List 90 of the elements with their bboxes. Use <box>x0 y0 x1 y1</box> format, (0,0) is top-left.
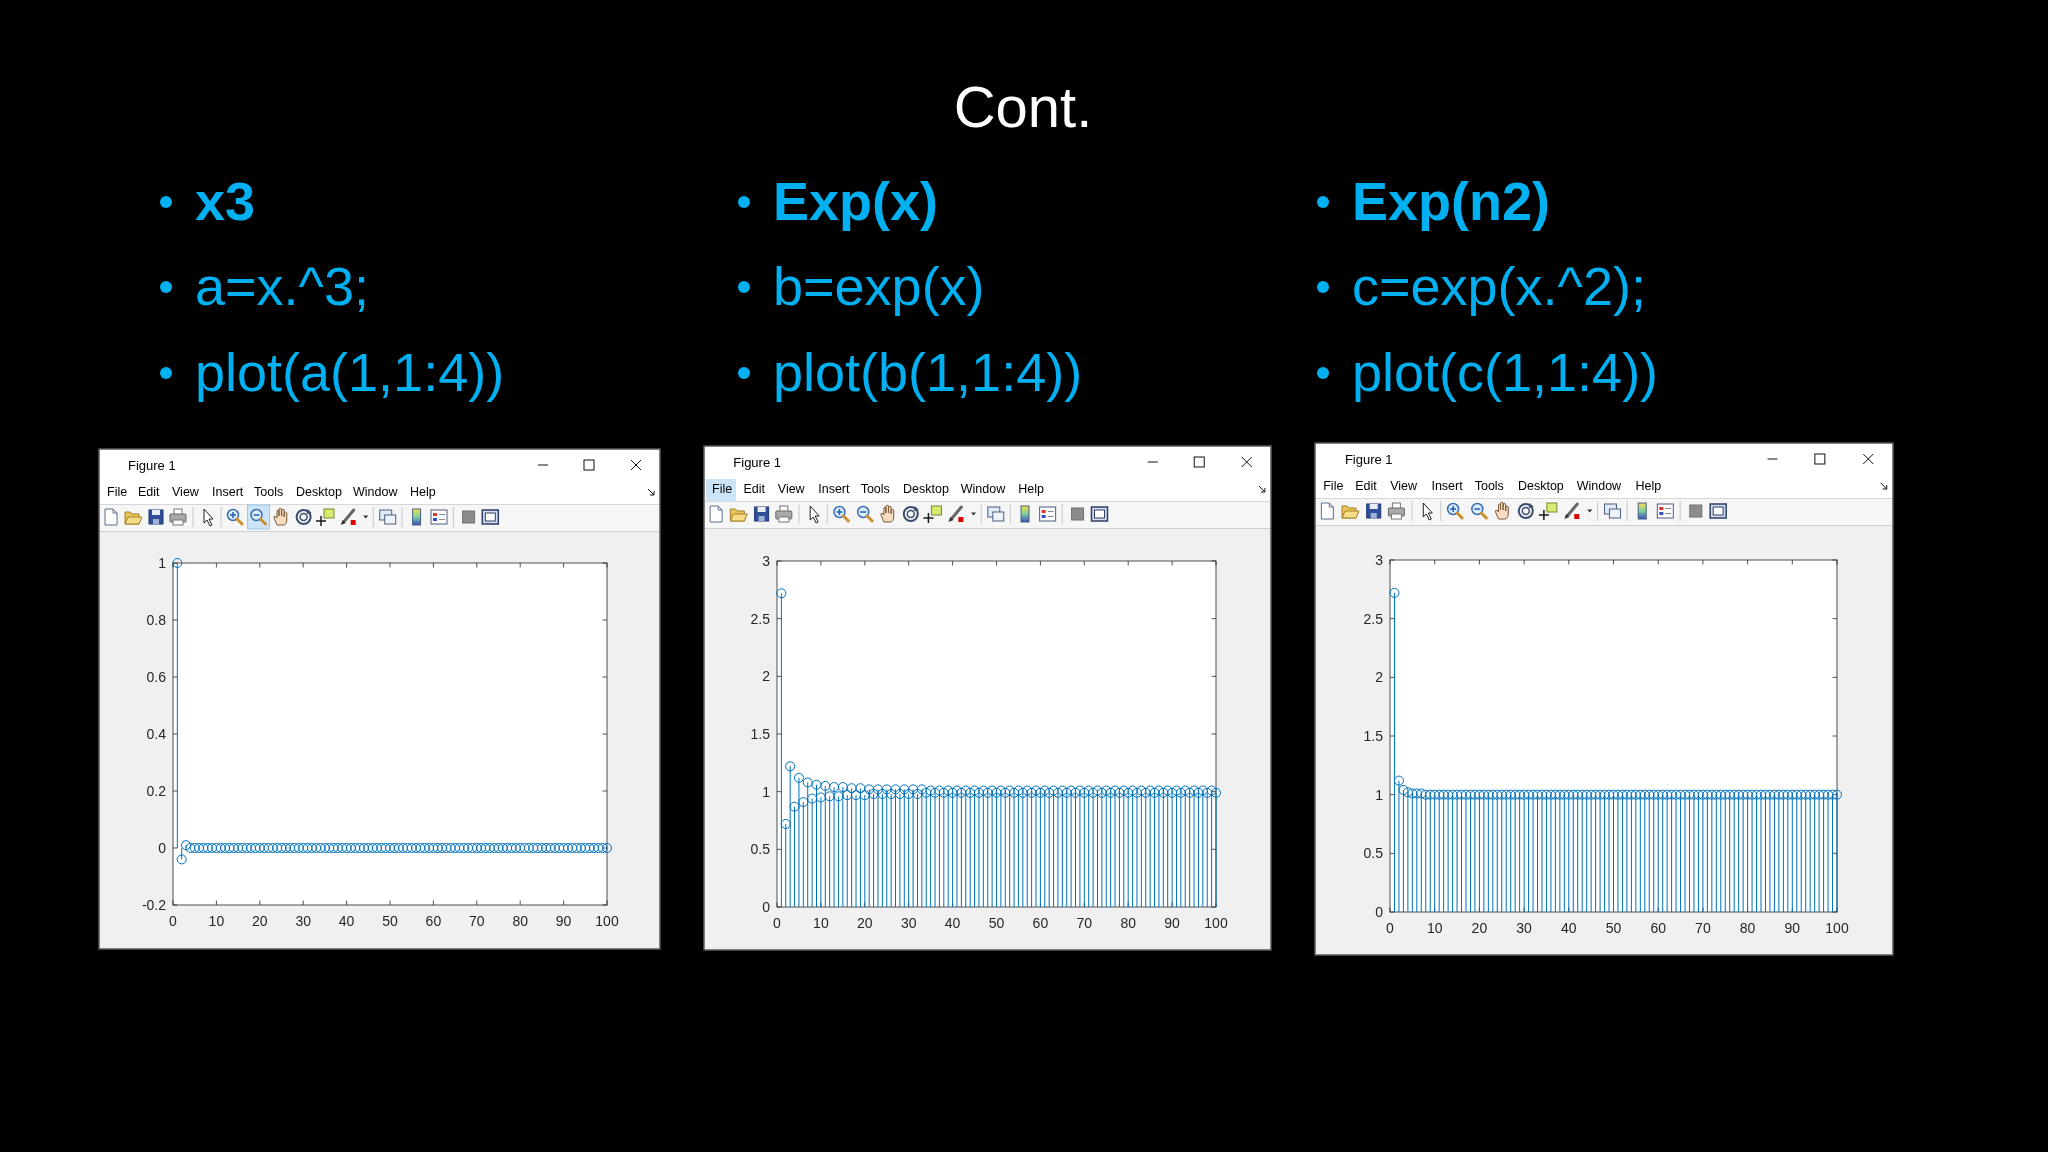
y-tick-label: 1 <box>158 555 167 571</box>
x-tick-label: 40 <box>338 913 355 929</box>
x-tick-label: 90 <box>1784 920 1801 936</box>
text: plot(a(1,1:4)) <box>195 342 505 402</box>
text: Window <box>353 485 399 499</box>
chart-subtitle: b=exp(x) <box>773 256 985 316</box>
y-tick-label: 2.5 <box>1363 610 1384 627</box>
x-tick-label: 0 <box>1386 920 1395 936</box>
chart-title: Exp(n2) <box>1352 171 1551 231</box>
text: Desktop <box>1517 479 1564 493</box>
x-tick-label: 70 <box>1695 920 1711 936</box>
x-tick-label: 50 <box>382 913 398 929</box>
x-tick-label: 20 <box>252 913 268 929</box>
chart-title: Exp(x) <box>773 171 939 231</box>
x-tick-label: 100 <box>1204 915 1228 931</box>
y-tick-label: 0.5 <box>1363 845 1384 862</box>
y-tick-label: 1 <box>762 783 771 800</box>
text: Edit <box>1355 479 1378 493</box>
x-tick-label: 30 <box>1516 920 1533 936</box>
text: Cont. <box>953 74 1093 139</box>
text: View <box>172 485 200 499</box>
y-tick-label: 0.2 <box>146 783 167 799</box>
y-tick-label: 0.6 <box>146 669 167 685</box>
y-tick-label: 1.5 <box>1363 728 1384 744</box>
x-tick-label: 20 <box>1471 920 1488 936</box>
x-tick-label: 100 <box>595 913 619 929</box>
x-tick-label: 80 <box>512 913 529 929</box>
text: View <box>777 482 806 496</box>
y-tick-label: 3 <box>1375 552 1384 568</box>
x-tick-label: 10 <box>1426 920 1443 936</box>
x-tick-label: 70 <box>1076 915 1093 931</box>
chart-subtitle: a=x.^3; <box>195 256 369 316</box>
chart-title: x3 <box>195 171 256 231</box>
x-tick-label: 60 <box>1032 915 1049 931</box>
x-tick-label: 40 <box>1561 920 1577 936</box>
text: Tools <box>1474 479 1504 493</box>
y-tick-label: 2.5 <box>750 610 771 627</box>
y-tick-label: 0.8 <box>146 612 167 628</box>
y-tick-label: 0.5 <box>750 841 771 858</box>
text: Insert <box>818 482 850 496</box>
y-tick-label: 2 <box>1375 669 1384 686</box>
x-tick-label: 10 <box>208 913 225 929</box>
text: Help <box>410 485 436 499</box>
text: Window <box>1576 479 1623 493</box>
text: Help <box>1635 479 1662 493</box>
x-tick-label: 80 <box>1739 920 1756 936</box>
text: Edit <box>138 485 161 499</box>
text: File <box>107 485 128 499</box>
x-tick-label: 50 <box>988 915 1005 931</box>
x-tick-label: 0 <box>773 915 782 931</box>
y-tick-label: 2 <box>762 668 771 685</box>
x-tick-label: 90 <box>1164 915 1181 931</box>
text: plot(b(1,1:4)) <box>773 342 1083 402</box>
text: View <box>1390 479 1419 493</box>
text: Insert <box>212 485 244 499</box>
chart-subtitle: c=exp(x.^2); <box>1352 256 1646 316</box>
text: Window <box>960 482 1007 496</box>
text: Tools <box>254 485 284 499</box>
y-tick-label: 0.4 <box>146 726 167 742</box>
y-tick-label: 3 <box>762 553 771 569</box>
text: File <box>712 482 733 496</box>
x-tick-label: 60 <box>1650 920 1667 936</box>
y-tick-label: 0 <box>762 899 771 915</box>
x-tick-label: 30 <box>295 913 312 929</box>
x-tick-label: 60 <box>425 913 442 929</box>
x-tick-label: 100 <box>1825 920 1849 936</box>
caption: Figure 1 <box>733 454 782 470</box>
x-tick-label: 70 <box>469 913 485 929</box>
caption: Figure 1 <box>1344 451 1393 467</box>
x-tick-label: 80 <box>1120 915 1137 931</box>
text: Insert <box>1431 479 1464 493</box>
y-tick-label: 1.5 <box>750 726 771 742</box>
text: File <box>1323 479 1344 493</box>
x-tick-label: 30 <box>900 915 917 931</box>
y-tick-label: 0 <box>158 840 167 856</box>
y-tick-label: 1 <box>1375 786 1384 803</box>
text: Edit <box>743 482 766 496</box>
x-tick-label: 40 <box>944 915 961 931</box>
text: Help <box>1018 482 1045 496</box>
text: Desktop <box>296 485 342 499</box>
x-tick-label: 0 <box>169 913 178 929</box>
x-tick-label: 20 <box>857 915 873 931</box>
text: plot(c(1,1:4)) <box>1352 342 1659 402</box>
x-tick-label: 10 <box>813 915 829 931</box>
text: Desktop <box>903 482 950 496</box>
y-tick-label: -0.2 <box>141 897 167 913</box>
caption: Figure 1 <box>128 457 176 473</box>
x-tick-label: 50 <box>1605 920 1622 936</box>
x-tick-label: 90 <box>555 913 572 929</box>
text: Tools <box>860 482 890 496</box>
